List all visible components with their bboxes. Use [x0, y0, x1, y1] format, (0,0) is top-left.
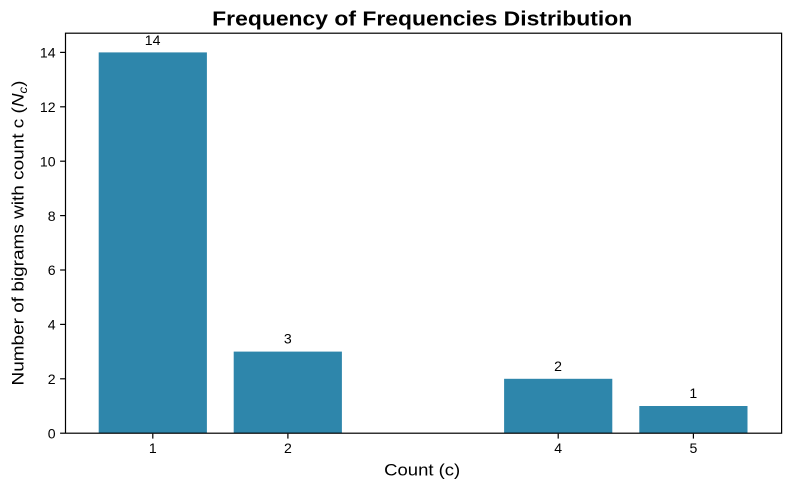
svg-text:1: 1: [149, 440, 157, 456]
svg-text:3: 3: [284, 330, 292, 346]
svg-text:1: 1: [689, 385, 697, 401]
svg-text:14: 14: [145, 32, 161, 48]
svg-text:2: 2: [554, 358, 562, 374]
svg-text:8: 8: [48, 208, 56, 224]
svg-text:Frequency of Frequencies Distr: Frequency of Frequencies Distribution: [212, 8, 632, 30]
svg-text:6: 6: [48, 262, 56, 278]
svg-text:2: 2: [48, 371, 56, 387]
svg-text:5: 5: [689, 440, 697, 456]
svg-text:10: 10: [40, 153, 56, 169]
svg-text:12: 12: [40, 99, 56, 115]
svg-text:Count (c): Count (c): [384, 461, 460, 480]
svg-text:Number of bigrams with count c: Number of bigrams with count c (Nc): [9, 80, 30, 385]
svg-text:4: 4: [554, 440, 562, 456]
svg-text:4: 4: [48, 317, 56, 333]
svg-text:0: 0: [48, 425, 56, 441]
svg-text:2: 2: [284, 440, 292, 456]
svg-text:14: 14: [40, 45, 56, 61]
